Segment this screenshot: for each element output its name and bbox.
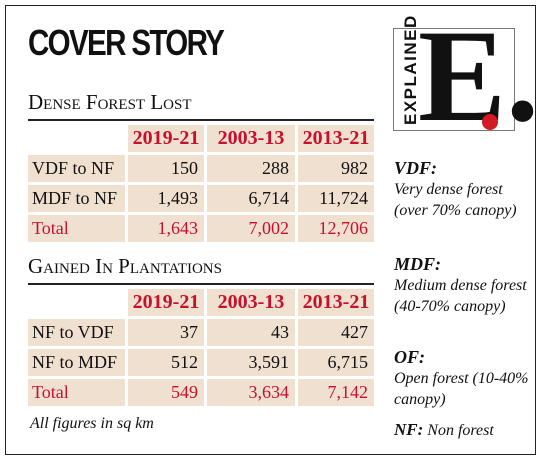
logo-border xyxy=(393,28,515,131)
legend-vdf: VDF: Very dense forest (over 70% canopy) xyxy=(394,157,529,221)
table-row: VDF to NF 150 288 982 xyxy=(28,155,374,185)
section-title-dense-forest-lost: Dense Forest Lost xyxy=(28,90,192,114)
table-cell: 43 xyxy=(204,319,295,349)
table-row: MDF to NF 1,493 6,714 11,724 xyxy=(28,185,374,215)
table-cell: 3,591 xyxy=(204,349,295,379)
table-cell: 512 xyxy=(125,349,204,379)
legend-nf: NF: Non forest xyxy=(394,420,529,440)
legend-description: Open forest (10-40% canopy) xyxy=(394,370,529,408)
column-header: 2003-13 xyxy=(204,289,295,319)
row-label: NF to VDF xyxy=(28,319,125,349)
table-cell: 427 xyxy=(295,319,374,349)
table-cell: 6,714 xyxy=(204,185,295,215)
row-label: Total xyxy=(28,379,125,409)
row-label: Total xyxy=(28,215,125,245)
section-title-gained-in-plantations: Gained In Plantations xyxy=(28,254,222,278)
table-header-row: 2019-21 2003-13 2013-21 xyxy=(28,125,374,155)
legend-of: OF: Open forest (10-40% canopy) xyxy=(394,346,529,410)
article-frame xyxy=(5,5,536,455)
table-row-total: Total 1,643 7,002 12,706 xyxy=(28,215,374,245)
legend-term: MDF: xyxy=(394,254,442,274)
table-cell: 3,634 xyxy=(204,379,295,409)
logo-dot xyxy=(482,114,498,130)
table-cell: 37 xyxy=(125,319,204,349)
header-empty-cell xyxy=(28,125,125,155)
table-cell: 982 xyxy=(295,155,374,185)
table-cell: 6,715 xyxy=(295,349,374,379)
table-cell: 288 xyxy=(204,155,295,185)
gained-in-plantations-table: 2019-21 2003-13 2013-21 NF to VDF 37 43 … xyxy=(28,289,374,409)
table-cell: 7,002 xyxy=(204,215,295,245)
table-cell: 549 xyxy=(125,379,204,409)
table-cell: 11,724 xyxy=(295,185,374,215)
header-title: COVER STORY xyxy=(28,22,225,63)
dense-forest-lost-table: 2019-21 2003-13 2013-21 VDF to NF 150 28… xyxy=(28,125,374,245)
table-cell: 1,643 xyxy=(125,215,204,245)
legend-description: Medium dense forest (40-70% canopy) xyxy=(394,277,527,315)
legend-term: NF: xyxy=(394,420,424,439)
legend-mdf: MDF: Medium dense forest (40-70% canopy) xyxy=(394,253,529,317)
legend-term: OF: xyxy=(394,347,425,367)
column-header: 2019-21 xyxy=(125,125,204,155)
section-rule xyxy=(28,119,374,121)
table-row: NF to MDF 512 3,591 6,715 xyxy=(28,349,374,379)
table-cell: 7,142 xyxy=(295,379,374,409)
logo-letter: E. xyxy=(418,2,540,149)
row-label: MDF to NF xyxy=(28,185,125,215)
header-empty-cell xyxy=(28,289,125,319)
footnote: All figures in sq km xyxy=(30,415,154,432)
section-rule xyxy=(28,283,374,285)
column-header: 2013-21 xyxy=(295,125,374,155)
table-cell: 150 xyxy=(125,155,204,185)
table-row: NF to VDF 37 43 427 xyxy=(28,319,374,349)
column-header: 2003-13 xyxy=(204,125,295,155)
row-label: VDF to NF xyxy=(28,155,125,185)
table-cell: 1,493 xyxy=(125,185,204,215)
legend-description: Very dense forest (over 70% canopy) xyxy=(394,181,517,219)
column-header: 2019-21 xyxy=(125,289,204,319)
table-header-row: 2019-21 2003-13 2013-21 xyxy=(28,289,374,319)
column-header: 2013-21 xyxy=(295,289,374,319)
legend-term: VDF: xyxy=(394,158,438,178)
legend-description: Non forest xyxy=(427,422,494,439)
explained-logo: EXPLAINED E. xyxy=(393,10,539,142)
table-row-total: Total 549 3,634 7,142 xyxy=(28,379,374,409)
table-cell: 12,706 xyxy=(295,215,374,245)
row-label: NF to MDF xyxy=(28,349,125,379)
